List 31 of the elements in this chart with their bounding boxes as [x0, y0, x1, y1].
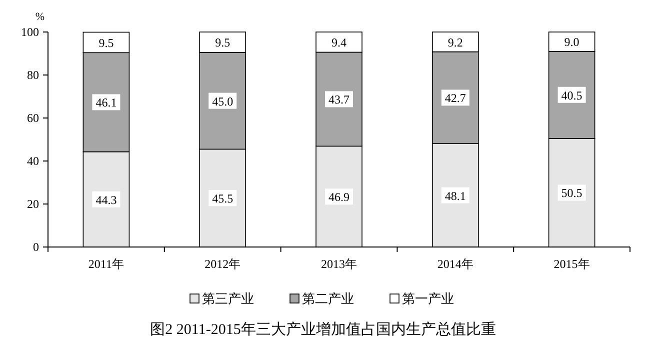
data-label: 48.1 [444, 188, 466, 203]
data-label: 9.0 [564, 35, 580, 50]
legend-label: 第一产业 [402, 291, 454, 306]
y-tick-label: 100 [21, 25, 39, 39]
y-tick-label: 60 [27, 111, 39, 125]
y-axis-title: % [35, 11, 45, 23]
text: 图2 2011-2015年三大产业增加值占国内生产总值比重 [150, 321, 496, 338]
data-label: 9.4 [332, 36, 346, 50]
data-label: 46.9 [328, 190, 350, 204]
x-tick-label: 2014年 [437, 257, 474, 271]
data-label: 9.5 [98, 36, 114, 50]
y-tick-label: 0 [33, 240, 39, 254]
data-label: 42.7 [444, 91, 466, 106]
x-tick-label: 2011年 [88, 257, 124, 271]
data-label: 43.7 [328, 92, 350, 107]
legend-label: 第三产业 [202, 291, 254, 306]
data-label: 50.5 [561, 186, 582, 200]
data-label: 9.5 [215, 36, 230, 50]
data-label: 44.3 [96, 192, 117, 207]
y-tick-label: 80 [27, 68, 39, 82]
x-tick-label: 2015年 [554, 257, 590, 271]
y-tick-label: 20 [27, 197, 39, 211]
legend-label: 第二产业 [302, 291, 354, 306]
data-label: 9.2 [448, 35, 463, 50]
data-label: 45.5 [212, 192, 234, 206]
x-tick-label: 2013年 [321, 257, 357, 271]
y-tick-label: 40 [27, 154, 39, 168]
data-label: 46.1 [96, 96, 117, 110]
data-label: 45.0 [212, 94, 234, 108]
x-tick-label: 2012年 [204, 257, 241, 271]
data-label: 40.5 [561, 88, 582, 102]
